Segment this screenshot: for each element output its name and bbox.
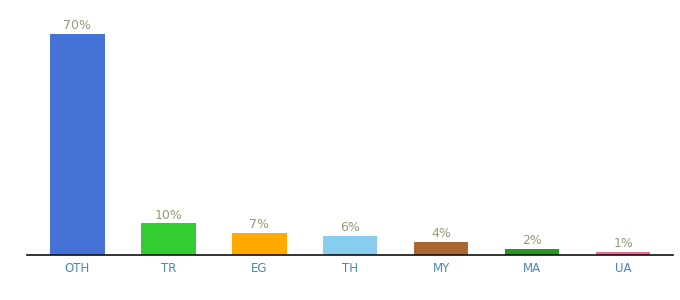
Text: 70%: 70% [63,19,91,32]
Bar [505,249,560,255]
Text: 6%: 6% [340,221,360,234]
Bar [323,236,377,255]
Bar [50,34,105,255]
Text: 10%: 10% [154,208,182,222]
Text: 4%: 4% [431,227,451,241]
Bar [414,242,469,255]
Bar [596,252,651,255]
Text: 7%: 7% [249,218,269,231]
Text: 2%: 2% [522,234,542,247]
Text: 1%: 1% [613,237,633,250]
Bar [232,233,286,255]
Bar [141,224,196,255]
